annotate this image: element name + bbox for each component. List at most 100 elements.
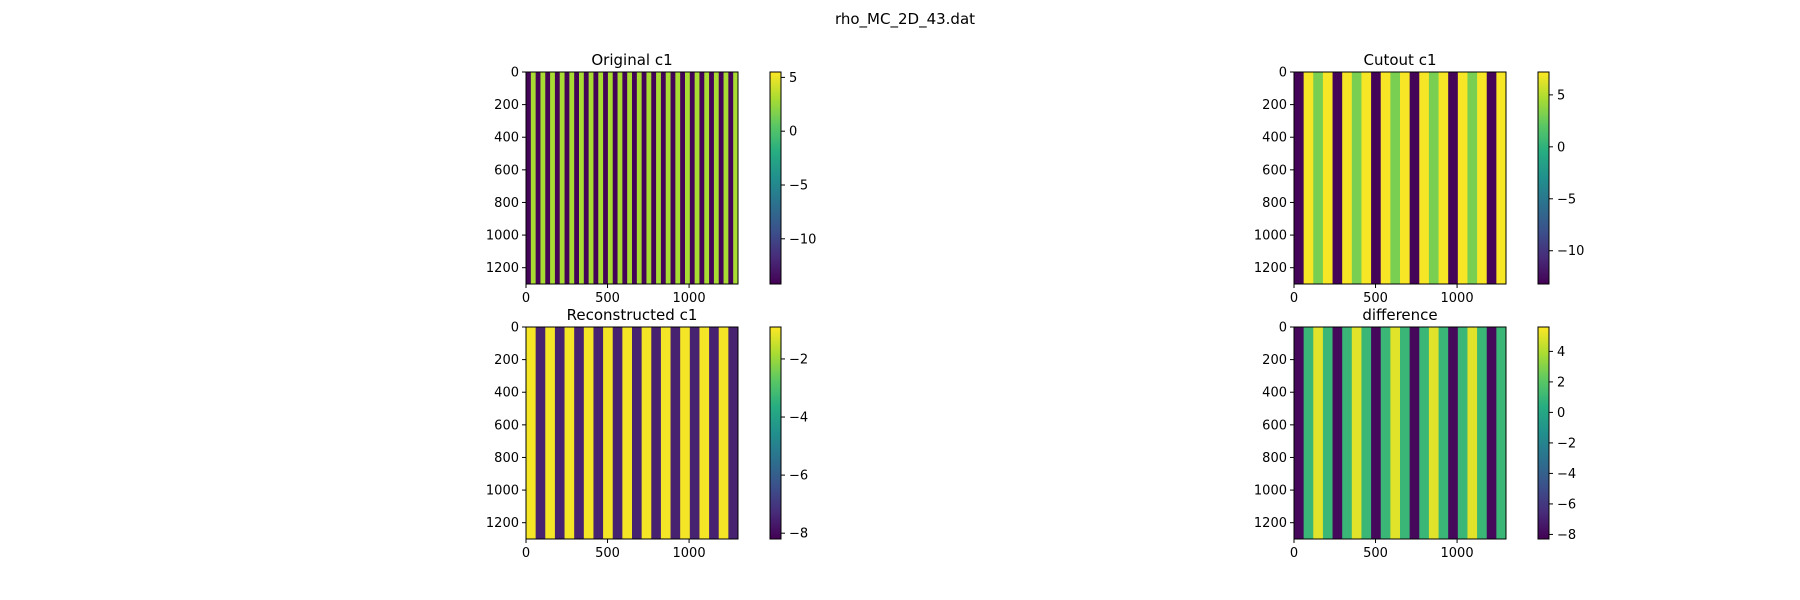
heatmap-stripe [526,72,532,284]
y-tick-label: 600 [494,418,519,433]
x-tick-label: 1000 [673,291,706,306]
colorbar [769,326,782,540]
heatmap-stripe [636,72,643,284]
heatmap-stripe [718,327,729,539]
colorbar-tick-label: 5 [1557,88,1565,103]
y-tick-label: 400 [1262,386,1287,401]
heatmap-stripe [530,72,537,284]
y-tick-label: 1200 [486,261,519,276]
heatmap-stripe [1371,72,1382,284]
heatmap-stripe [1477,327,1488,539]
colorbar-tick-label: 4 [1557,345,1565,360]
colorbar-tick-label: 2 [1557,375,1565,390]
x-tick-label: 500 [1363,546,1388,561]
y-tick-label: 600 [494,163,519,178]
heatmap-stripe [670,327,681,539]
heatmap-stripe [617,72,623,284]
heatmap-stripe [1342,327,1353,539]
y-tick-label: 200 [1262,353,1287,368]
axes-frame [525,326,739,540]
heatmap-stripe [646,72,652,284]
heatmap-stripe [554,72,561,284]
heatmap-stripe [1322,72,1333,284]
heatmap-stripe [564,72,570,284]
y-tick-label: 0 [511,66,519,81]
heatmap-stripe [699,327,710,539]
heatmap-stripe [535,327,546,539]
heatmap-stripe [1496,72,1507,284]
heatmap-stripe [593,72,599,284]
colorbar-tick-label: −6 [789,469,808,484]
heatmap-stripe [665,72,671,284]
heatmap-stripe [1332,327,1343,539]
figure-suptitle: rho_MC_2D_43.dat [835,10,975,29]
heatmap-stripe [1380,72,1391,284]
panel-title: Original c1 [591,51,672,69]
colorbar-tick-label: −10 [789,232,816,247]
panel-title: Cutout c1 [1364,51,1437,69]
heatmap-stripe [588,72,594,284]
x-tick-label: 500 [1363,291,1388,306]
x-tick-label: 500 [595,546,620,561]
colorbar-tick-label: 0 [789,125,797,140]
colorbar [1537,326,1550,540]
colorbar [1537,71,1550,285]
heatmap-stripe [1361,327,1372,539]
heatmap-stripe [651,72,657,284]
y-tick-label: 800 [1262,196,1287,211]
heatmap-stripe [574,72,580,284]
heatmap-stripe [1428,72,1439,284]
colorbar-tick-label: −4 [1557,467,1576,482]
y-tick-label: 400 [1262,131,1287,146]
panel-title: difference [1362,306,1437,324]
y-tick-label: 1200 [1254,261,1287,276]
heatmap-stripe [535,72,541,284]
heatmap-stripe [660,72,667,284]
heatmap-stripe [550,72,556,284]
x-tick-label: 0 [1290,546,1298,561]
heatmap-panel-4: difference 0 500 1000 0 200 400 600 800 1000 1200 4… [1254,306,1576,561]
heatmap-stripe [622,72,628,284]
heatmap-stripe [680,327,691,539]
heatmap-stripe [1438,72,1449,284]
heatmap-stripe [1400,327,1411,539]
x-tick-label: 0 [522,546,530,561]
x-tick-label: 500 [595,291,620,306]
heatmap-stripe [1496,327,1507,539]
heatmap-stripe [593,327,604,539]
heatmap-stripe [733,72,739,284]
heatmap-stripe [1303,72,1314,284]
y-tick-label: 0 [1279,66,1287,81]
panel-title: Reconstructed c1 [567,306,698,324]
y-tick-label: 1000 [1254,229,1287,244]
heatmap-stripe [1380,327,1391,539]
heatmap-stripe [694,72,700,284]
heatmap-panel-1: Original c1 0 500 1000 0 200 400 600 800 1000 1200… [486,51,817,306]
heatmap-stripe [612,72,618,284]
y-tick-label: 1000 [486,484,519,499]
heatmap-stripe [1419,327,1430,539]
heatmap-stripe [1448,327,1459,539]
y-tick-label: 800 [494,196,519,211]
heatmap-stripe [603,72,609,284]
heatmap-stripe [540,72,546,284]
heatmap-panel-3: Reconstructed c1 0 500 1000 0 200 400 600 800 100… [486,306,808,561]
y-tick-label: 200 [494,353,519,368]
heatmap-stripe [675,72,681,284]
heatmap-stripe [1390,327,1401,539]
y-tick-label: 800 [1262,451,1287,466]
x-tick-label: 1000 [1441,546,1474,561]
colorbar-tick-label: −2 [789,352,808,367]
heatmap-stripe [1351,327,1362,539]
heatmap-stripe [1371,327,1382,539]
heatmap-stripe [1400,72,1411,284]
heatmap-stripe [699,72,705,284]
y-tick-label: 200 [1262,98,1287,113]
heatmap-stripe [1313,72,1324,284]
heatmap-stripe [1361,72,1372,284]
heatmap-stripe [1332,72,1343,284]
heatmap-stripe [1322,327,1333,539]
heatmap-stripe [685,72,691,284]
colorbar [769,71,782,285]
y-tick-label: 0 [1279,321,1287,336]
